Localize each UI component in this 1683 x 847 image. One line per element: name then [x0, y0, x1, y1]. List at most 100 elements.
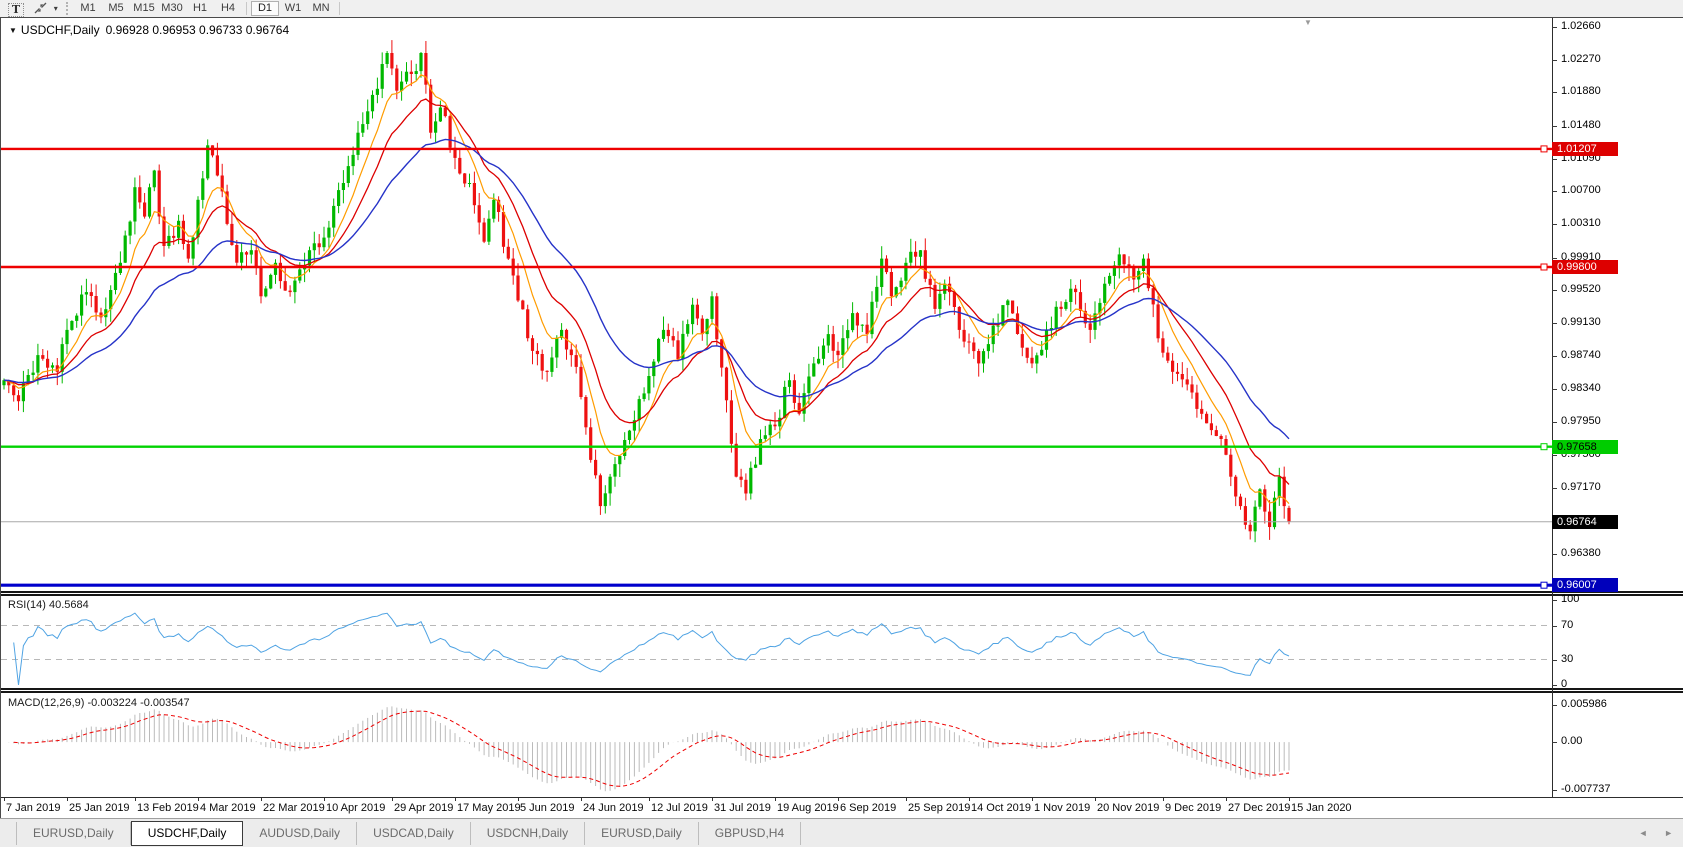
timeframe-button-d1[interactable]: D1 — [251, 1, 279, 16]
timeframe-button-m5[interactable]: M5 — [102, 1, 130, 16]
toolbar-separator — [339, 2, 340, 15]
time-axis-tick — [1163, 798, 1164, 801]
chart-window: ▼ USDCHF,Daily 0.96928 0.96953 0.96733 0.9… — [0, 17, 1683, 818]
time-axis-tick — [518, 798, 519, 801]
time-axis[interactable]: 7 Jan 2019 25 Jan 2019 13 Feb 2019 4 Mar 20… — [1, 798, 1683, 818]
time-axis-tick — [581, 798, 582, 801]
macd-indicator-pane[interactable] — [1, 693, 1552, 797]
axis-tick — [1552, 455, 1557, 456]
hline-handle[interactable] — [1540, 443, 1548, 451]
ma-slow-line — [3, 138, 1290, 440]
timeframe-group: M1 M5 M15 M30 H1 H4 D1 W1 MN — [74, 1, 344, 16]
text-tool-icon: T — [8, 2, 24, 17]
rsi-name: RSI(14) — [8, 599, 46, 611]
time-axis-label: 10 Apr 2019 — [326, 802, 386, 814]
time-axis-tick — [775, 798, 776, 801]
axis-tick-label: 1.01880 — [1561, 85, 1601, 97]
axis-tick-label: 0.99130 — [1561, 316, 1601, 328]
rsi-label: RSI(14) 40.5684 — [8, 599, 89, 611]
axis-tick — [1552, 126, 1557, 127]
timeframe-button-m30[interactable]: M30 — [158, 1, 186, 16]
collapse-triangle-icon[interactable]: ▼ — [9, 26, 17, 35]
axis-tick-label: -0.007737 — [1561, 783, 1611, 795]
axis-tick — [1552, 554, 1557, 555]
chart-tab-eurusd-daily[interactable]: EURUSD,Daily — [585, 822, 699, 845]
time-axis-label: 27 Dec 2019 — [1228, 802, 1291, 814]
timeframe-button-m15[interactable]: M15 — [130, 1, 158, 16]
time-axis-tick — [969, 798, 970, 801]
axis-tick — [1552, 626, 1557, 627]
hline-handle[interactable] — [1540, 263, 1548, 271]
chart-tab-usdcad-daily[interactable]: USDCAD,Daily — [357, 822, 471, 845]
time-axis-label: 15 Jan 2020 — [1291, 802, 1352, 814]
chart-tab-audusd-daily[interactable]: AUDUSD,Daily — [243, 822, 358, 845]
chart-shift-marker-icon[interactable]: ▼ — [1304, 18, 1312, 27]
double-diamond-icon — [34, 2, 47, 14]
hline-handle[interactable] — [1540, 145, 1548, 153]
axis-tick-label: 0.97950 — [1561, 415, 1601, 427]
time-axis-tick — [324, 798, 325, 801]
price-chart-pane[interactable] — [1, 18, 1552, 591]
time-axis-tick — [1032, 798, 1033, 801]
chart-tab-usdcnh-daily[interactable]: USDCNH,Daily — [471, 822, 586, 845]
macd-label: MACD(12,26,9) -0.003224 -0.003547 — [8, 697, 190, 709]
axis-tick-label: 1.02270 — [1561, 53, 1601, 65]
axis-tick — [1552, 290, 1557, 291]
crosshair-tool-button[interactable]: ▾ — [33, 0, 63, 17]
timeframe-button-w1[interactable]: W1 — [279, 1, 307, 16]
chart-tab-usdchf-daily[interactable]: USDCHF,Daily — [130, 821, 244, 846]
timeframe-button-h4[interactable]: H4 — [214, 1, 242, 16]
axis-tick — [1552, 488, 1557, 489]
ma-fast-line — [3, 74, 1290, 505]
chart-tab-eurusd-daily[interactable]: EURUSD,Daily — [16, 822, 131, 845]
axis-tick-label: 0 — [1561, 678, 1568, 690]
time-axis-tick — [455, 798, 456, 801]
axis-tick — [1552, 191, 1557, 192]
axis-tick-label: 0.99520 — [1561, 283, 1601, 295]
axis-tick — [1552, 224, 1557, 225]
chart-title: ▼ USDCHF,Daily 0.96928 0.96953 0.96733 0.9… — [9, 23, 289, 37]
time-axis-label: 25 Sep 2019 — [908, 802, 971, 814]
hline-handle[interactable] — [1540, 581, 1548, 589]
macd-signal-line — [13, 710, 1290, 787]
text-tool-button[interactable]: T — [5, 0, 27, 17]
time-axis-tick — [135, 798, 136, 801]
axis-tick — [1552, 742, 1557, 743]
chart-tab-gbpusd-h4[interactable]: GBPUSD,H4 — [699, 822, 802, 845]
timeframe-button-m1[interactable]: M1 — [74, 1, 102, 16]
price-level-badge: 0.97658 — [1552, 440, 1618, 454]
time-axis-label: 24 Jun 2019 — [583, 802, 644, 814]
chart-tab-bar: EURUSD,Daily USDCHF,Daily AUDUSD,Daily USDC… — [0, 818, 1683, 847]
pane-splitter[interactable] — [1, 591, 1683, 596]
axis-tick — [1552, 685, 1557, 686]
price-axis[interactable]: 1.02660 1.02270 1.01880 1.01480 1.01090 1.007… — [1547, 18, 1683, 798]
timeframe-button-h1[interactable]: H1 — [186, 1, 214, 16]
axis-tick-label: 1.02660 — [1561, 20, 1601, 32]
price-level-badge: 1.01207 — [1552, 142, 1618, 156]
current-price-badge: 0.96764 — [1552, 515, 1618, 529]
rsi-value: 40.5684 — [48, 599, 89, 611]
time-axis-label: 25 Jan 2019 — [69, 802, 130, 814]
time-axis-label: 7 Jan 2019 — [6, 802, 61, 814]
axis-tick — [1552, 422, 1557, 423]
chart-bottom-border — [1, 797, 1683, 798]
axis-tick — [1552, 705, 1557, 706]
macd-name: MACD(12,26,9) — [8, 697, 85, 709]
chart-ohlc-values: 0.96928 0.96953 0.96733 0.96764 — [105, 23, 290, 37]
pane-splitter[interactable] — [1, 688, 1683, 693]
axis-tick — [1552, 600, 1557, 601]
time-axis-label: 22 Mar 2019 — [263, 802, 325, 814]
time-axis-tick — [67, 798, 68, 801]
tab-scroll-left-icon[interactable]: ◄ — [1638, 828, 1648, 838]
tab-scroll-right-icon[interactable]: ► — [1664, 828, 1673, 838]
axis-tick-label: 0.98340 — [1561, 382, 1601, 394]
axis-tick — [1552, 389, 1557, 390]
time-axis-label: 31 Jul 2019 — [714, 802, 771, 814]
axis-tick — [1552, 60, 1557, 61]
time-axis-tick — [4, 798, 5, 801]
chart-symbol-label: USDCHF,Daily — [20, 23, 100, 37]
price-level-badge: 0.99800 — [1552, 260, 1618, 274]
timeframe-button-mn[interactable]: MN — [307, 1, 335, 16]
rsi-indicator-pane[interactable] — [1, 596, 1552, 688]
